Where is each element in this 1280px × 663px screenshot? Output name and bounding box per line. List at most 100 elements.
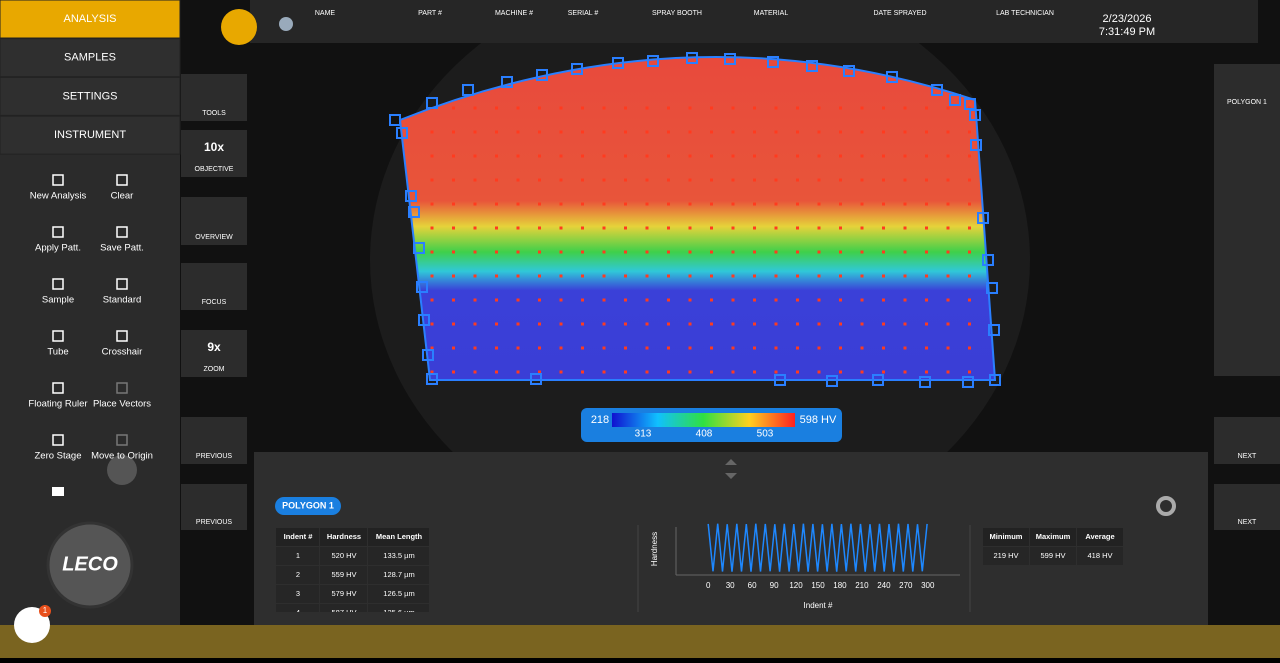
side-label: OVERVIEW xyxy=(195,234,233,241)
vertex-handle[interactable] xyxy=(989,374,1001,386)
tool-icon[interactable] xyxy=(116,278,128,290)
vertex-handle[interactable] xyxy=(970,139,982,151)
indent-dot xyxy=(452,154,455,158)
vertex-handle[interactable] xyxy=(389,114,401,126)
tool-icon[interactable] xyxy=(116,174,128,186)
nav-item[interactable] xyxy=(0,76,181,116)
vertex-handle[interactable] xyxy=(724,53,736,65)
vertex-handle[interactable] xyxy=(767,56,779,68)
vertex-handle[interactable] xyxy=(931,84,943,96)
tool-icon[interactable] xyxy=(116,226,128,238)
tool-icon[interactable] xyxy=(116,382,128,394)
tool-icon[interactable] xyxy=(116,330,128,342)
vertex-handle[interactable] xyxy=(977,212,989,224)
x-tick-label: 60 xyxy=(748,581,757,590)
vertex-handle[interactable] xyxy=(426,373,438,385)
indent-dot xyxy=(581,106,584,110)
table-cell-text: 128.7 µm xyxy=(383,570,414,579)
side-button[interactable] xyxy=(181,417,247,464)
indent-dot xyxy=(602,178,606,182)
camera-icon[interactable] xyxy=(52,487,64,496)
tool-icon[interactable] xyxy=(116,434,128,446)
vertex-handle[interactable] xyxy=(462,84,474,96)
indent-dot xyxy=(903,202,907,206)
vertex-handle[interactable] xyxy=(571,63,583,75)
vertex-handle[interactable] xyxy=(405,190,417,202)
polygon-tag[interactable] xyxy=(275,497,341,515)
nav-item[interactable] xyxy=(0,38,181,78)
vertex-handle[interactable] xyxy=(426,97,438,109)
tool-icon[interactable] xyxy=(52,174,64,186)
vertex-handle[interactable] xyxy=(919,376,931,388)
side-button[interactable] xyxy=(1214,484,1280,530)
vertex-handle[interactable] xyxy=(774,374,786,386)
stats-header-cell xyxy=(1030,528,1076,546)
vertex-handle[interactable] xyxy=(396,127,408,139)
side-button[interactable] xyxy=(181,74,247,121)
scroll-down-button[interactable] xyxy=(107,455,137,485)
vertex-handle[interactable] xyxy=(962,376,974,388)
side-button[interactable] xyxy=(181,197,247,245)
tool-icon[interactable] xyxy=(52,382,64,394)
side-button[interactable] xyxy=(181,484,247,530)
vertex-handle[interactable] xyxy=(969,109,981,121)
vertex-handle[interactable] xyxy=(986,282,998,294)
indent-dot xyxy=(538,202,541,206)
vertex-handle[interactable] xyxy=(422,349,434,361)
vertex-handle[interactable] xyxy=(501,76,513,88)
vertex-handle[interactable] xyxy=(886,71,898,83)
logo-text: LECO xyxy=(62,553,118,575)
colorbar-tick: 313 xyxy=(635,429,652,440)
indent-dot xyxy=(817,250,821,254)
tool-icon[interactable] xyxy=(52,434,64,446)
hardness-map[interactable] xyxy=(398,56,997,381)
tool-icon[interactable] xyxy=(52,226,64,238)
notification-button[interactable] xyxy=(14,607,50,643)
vertex-handle[interactable] xyxy=(949,94,961,106)
vertex-handle[interactable] xyxy=(418,314,430,326)
side-button[interactable] xyxy=(181,263,247,310)
help-icon[interactable] xyxy=(279,17,293,31)
side-button[interactable] xyxy=(181,130,247,177)
vertex-handle[interactable] xyxy=(686,52,698,64)
side-button[interactable] xyxy=(1214,64,1280,376)
vertex-handle[interactable] xyxy=(408,206,420,218)
indent-dot xyxy=(731,226,735,230)
vertex-handle[interactable] xyxy=(982,254,994,266)
tool-icon[interactable] xyxy=(52,330,64,342)
vertex-handle[interactable] xyxy=(806,60,818,72)
nav-label: ANALYSIS xyxy=(64,13,117,25)
indent-dot xyxy=(860,346,864,350)
indent-dot xyxy=(688,322,692,326)
settings-gear[interactable] xyxy=(1156,496,1176,516)
side-label: ZOOM xyxy=(204,366,225,373)
vertex-handle[interactable] xyxy=(536,69,548,81)
nav-item[interactable] xyxy=(0,115,181,155)
indent-dot xyxy=(645,178,649,182)
status-indicator[interactable] xyxy=(221,9,257,45)
vertex-handle[interactable] xyxy=(988,324,1000,336)
header-column: NAME xyxy=(315,10,336,17)
vertex-handle[interactable] xyxy=(413,242,425,254)
polygon-vertices[interactable] xyxy=(389,52,1001,388)
vertex-handle[interactable] xyxy=(612,57,624,69)
vertex-handle[interactable] xyxy=(530,373,542,385)
side-button[interactable] xyxy=(1214,417,1280,464)
panel-toggle[interactable] xyxy=(725,459,737,479)
indent-grid xyxy=(430,106,971,374)
nav-item[interactable] xyxy=(0,0,181,39)
tool-icon[interactable] xyxy=(52,278,64,290)
indent-dot xyxy=(645,298,649,302)
indent-dot xyxy=(839,226,842,230)
vertex-handle[interactable] xyxy=(416,281,428,293)
vertex-handle[interactable] xyxy=(872,374,884,386)
vertex-handle[interactable] xyxy=(843,65,855,77)
indent-dot xyxy=(430,202,434,206)
side-button[interactable] xyxy=(181,330,247,377)
indent-dot xyxy=(946,106,950,110)
indent-dot xyxy=(753,322,756,326)
indent-dot xyxy=(968,370,971,374)
header-column: DATE SPRAYED xyxy=(873,10,926,17)
vertex-handle[interactable] xyxy=(826,375,838,387)
vertex-handle[interactable] xyxy=(647,55,659,67)
